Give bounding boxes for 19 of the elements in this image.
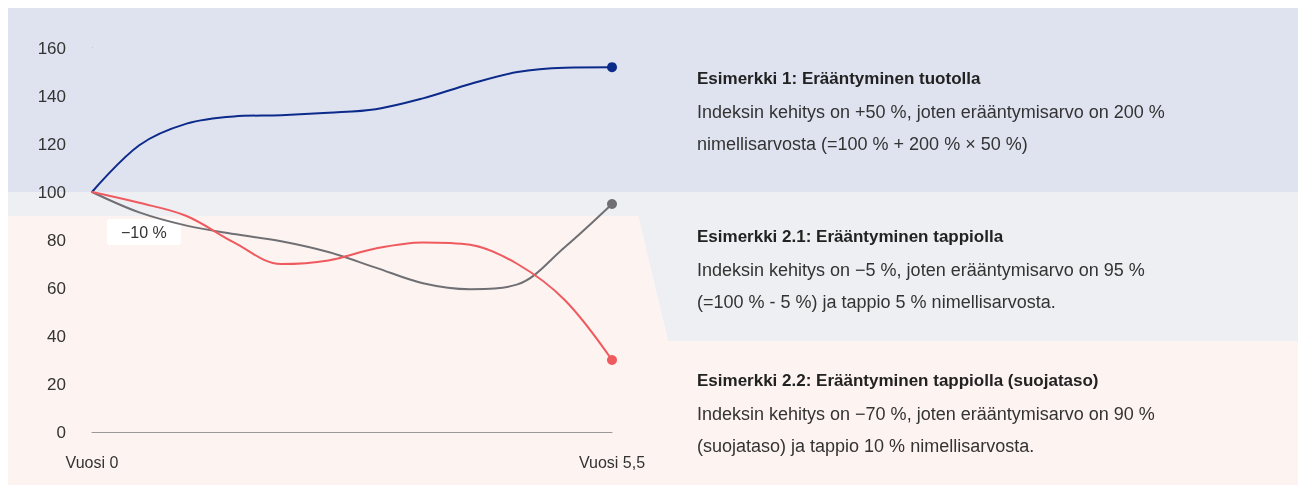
y-tick-label: 40 bbox=[47, 326, 66, 346]
y-tick-label: 140 bbox=[37, 86, 66, 106]
text: Esimerkki 1: Erääntyminen tuotolla bbox=[697, 69, 981, 88]
band-label: −10 % bbox=[121, 223, 167, 241]
text: Indeksin kehitys on +50 %, joten erääntymisarvo on 200 % nimellisarvosta (=100 % + 200 % × 50 %) bbox=[697, 102, 1170, 154]
text: Esimerkki 2.2: Erääntyminen tappiolla (suojataso) bbox=[697, 371, 1099, 390]
card-background: Esimerkki 1: Erääntyminen tuotolla Indeksin kehitys on +50 %, joten erääntymisarvo on 200 % nimellisarvosta (=100 % + 200 % × 50 %) Esimerkki 2.1: Erääntyminen tappiolla Indeksin kehitys on −5 %, joten erääntymisarvo on 95 % (=100 % - 5 %) ja tappio 5 % nimellisarvosta. Esimerkki 2.2: Erääntyminen tappiolla (suojataso) Indeksin kehitys on −70 %, joten erääntymisarvo on 90 % (suojataso) ja tappio 10 % nimellisarvosta. 0 20 40 60 80 100 120 140 160 Vuosi 0 Vuosi 5,5 −10 % bbox=[8, 8, 1298, 485]
x-tick-label: Vuosi 5,5 bbox=[578, 453, 646, 471]
text: Indeksin kehitys on −5 %, joten erääntymisarvo on 95 % (=100 % - 5 %) ja tappio 5 % nimellisarvosta. bbox=[697, 260, 1150, 312]
x-tick-label: Vuosi 0 bbox=[65, 453, 119, 471]
y-tick-label: 60 bbox=[47, 278, 66, 298]
text: Esimerkki 2.1: Erääntyminen tappiolla bbox=[697, 227, 1004, 246]
text: Indeksin kehitys on −70 %, joten erääntymisarvo on 90 % (suojataso) ja tappio 10 % nimellisarvosta. bbox=[697, 404, 1160, 456]
y-tick-label: 80 bbox=[47, 230, 66, 250]
y-tick-label: 160 bbox=[37, 38, 66, 58]
y-tick-label: 20 bbox=[47, 374, 66, 394]
y-tick-label: 120 bbox=[37, 134, 66, 154]
y-tick-label: 100 bbox=[37, 182, 66, 202]
y-tick-label: 0 bbox=[56, 422, 66, 442]
